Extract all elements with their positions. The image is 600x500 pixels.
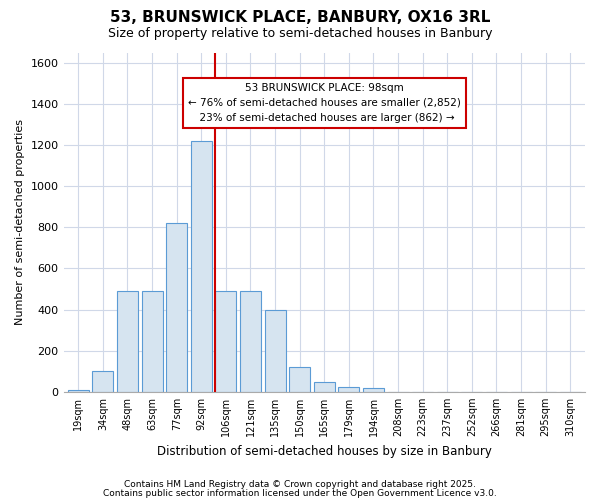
Bar	[363, 388, 384, 392]
Bar	[68, 390, 89, 392]
Bar	[92, 371, 113, 392]
Bar	[338, 386, 359, 392]
Text: 53, BRUNSWICK PLACE, BANBURY, OX16 3RL: 53, BRUNSWICK PLACE, BANBURY, OX16 3RL	[110, 10, 490, 25]
Bar	[142, 291, 163, 392]
Text: 53 BRUNSWICK PLACE: 98sqm
← 76% of semi-detached houses are smaller (2,852)
  23: 53 BRUNSWICK PLACE: 98sqm ← 76% of semi-…	[188, 83, 461, 122]
Bar	[265, 310, 286, 392]
Bar	[289, 367, 310, 392]
Bar	[166, 223, 187, 392]
X-axis label: Distribution of semi-detached houses by size in Banbury: Distribution of semi-detached houses by …	[157, 444, 492, 458]
Text: Contains HM Land Registry data © Crown copyright and database right 2025.: Contains HM Land Registry data © Crown c…	[124, 480, 476, 489]
Text: Size of property relative to semi-detached houses in Banbury: Size of property relative to semi-detach…	[108, 28, 492, 40]
Y-axis label: Number of semi-detached properties: Number of semi-detached properties	[15, 119, 25, 325]
Text: Contains public sector information licensed under the Open Government Licence v3: Contains public sector information licen…	[103, 488, 497, 498]
Bar	[240, 291, 261, 392]
Bar	[215, 291, 236, 392]
Bar	[117, 291, 138, 392]
Bar	[191, 141, 212, 392]
Bar	[314, 382, 335, 392]
